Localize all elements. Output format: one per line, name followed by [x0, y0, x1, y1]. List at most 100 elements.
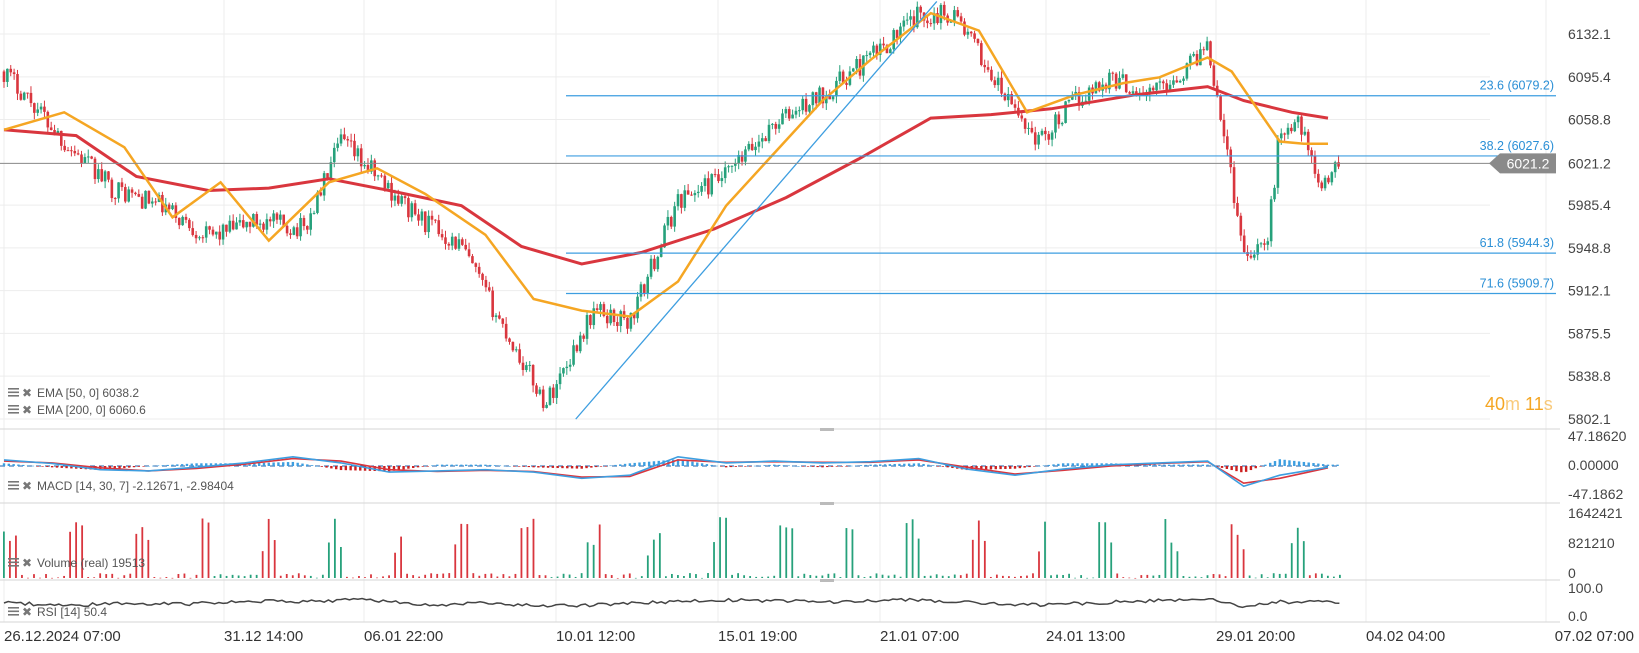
macd-hist-bar [1307, 462, 1310, 466]
price-tag-background [1489, 153, 1556, 174]
candle-body [673, 206, 676, 227]
close-icon[interactable]: ✖ [22, 386, 32, 400]
menu-icon[interactable] [8, 388, 19, 397]
macd-hist-bar [1283, 459, 1286, 466]
volume-bar [526, 527, 529, 578]
volume-bar [141, 527, 144, 578]
macd-hist-bar [262, 462, 266, 466]
candle [103, 169, 107, 189]
volume-bar [93, 577, 96, 578]
volume-bar [1080, 575, 1083, 578]
macd-hist-bar [407, 466, 410, 469]
candle-body [882, 43, 885, 46]
menu-icon[interactable] [8, 405, 19, 414]
candle [1205, 36, 1209, 51]
candle-body [174, 205, 178, 218]
candle-body [1253, 254, 1256, 258]
menu-icon[interactable] [8, 558, 19, 567]
candle [804, 93, 808, 116]
menu-icon[interactable] [8, 481, 19, 490]
candle-body [686, 190, 690, 195]
macd-hist-bar [359, 466, 362, 471]
rsi-line[interactable] [3, 597, 1340, 609]
legend-volume[interactable]: ✖ Volume (real) 19513 [8, 556, 145, 570]
fib-level[interactable]: 38.2 (6027.6) [566, 139, 1556, 157]
close-icon[interactable]: ✖ [22, 605, 32, 619]
legend-ema200[interactable]: ✖ EMA [200, 0] 6060.6 [8, 403, 146, 417]
macd-hist-bar [1244, 466, 1248, 472]
menu-icon[interactable] [8, 607, 19, 616]
candle-body [669, 216, 673, 227]
macd-hist-bar [180, 464, 184, 466]
ema200-line[interactable] [3, 85, 1329, 266]
candle [312, 210, 316, 215]
candle [36, 102, 40, 117]
candle [188, 218, 191, 232]
candle-body [932, 13, 936, 24]
candle-body [302, 217, 306, 227]
candle [1182, 76, 1185, 85]
volume-bar [646, 555, 649, 578]
candle-body [750, 143, 754, 151]
fibonacci-levels[interactable]: 23.6 (6079.2) 38.2 (6027.6) 61.8 (5944.3) 7… [566, 79, 1556, 295]
legend-rsi[interactable]: ✖ RSI [14] 50.4 [8, 605, 107, 619]
candle [1151, 85, 1155, 92]
candle-body [225, 224, 228, 232]
macd-hist-bar [830, 466, 834, 467]
price-axis-label: 6058.8 [1568, 112, 1611, 128]
candle [413, 199, 417, 216]
volume-bar [839, 577, 842, 578]
timer-minutes: 40 [1485, 394, 1505, 414]
candle-body [430, 215, 434, 220]
resize-handle-volume[interactable] [820, 502, 834, 505]
resize-handle-rsi[interactable] [820, 579, 834, 582]
close-icon[interactable]: ✖ [22, 556, 32, 570]
candle [1044, 127, 1047, 141]
volume-bar [21, 574, 23, 578]
volume-bar [1176, 551, 1179, 578]
candle [582, 333, 585, 342]
candle-body [959, 16, 963, 22]
candle-body [1155, 82, 1158, 91]
fib-level[interactable]: 61.8 (5944.3) [566, 236, 1556, 254]
candle-body [1236, 202, 1239, 216]
candle-body [740, 155, 744, 162]
close-icon[interactable]: ✖ [22, 479, 32, 493]
candle [1229, 146, 1233, 174]
resize-handle-macd[interactable] [820, 428, 834, 431]
macd-hist-bar [604, 466, 608, 467]
fib-level[interactable]: 71.6 (5909.7) [566, 277, 1556, 295]
candle [592, 301, 596, 330]
macd-line[interactable] [3, 455, 1329, 488]
candle [872, 41, 875, 58]
current-price-tag: 6021.2 [1489, 153, 1556, 174]
candle [19, 90, 23, 101]
macd-hist-bar [816, 466, 819, 468]
candle-body [241, 220, 245, 228]
macd-hist-bar [296, 462, 299, 466]
legend-ema50[interactable]: ✖ EMA [50, 0] 6038.2 [8, 386, 139, 400]
macd-signal-line[interactable] [3, 457, 1329, 485]
candle [440, 229, 444, 241]
volume-bar [532, 518, 535, 578]
price-axis-label: 5875.5 [1568, 325, 1611, 341]
macd-hist-bar [980, 466, 983, 470]
legend-macd[interactable]: ✖ MACD [14, 30, 7] -2.12671, -2.98404 [8, 479, 234, 493]
candle [477, 262, 481, 278]
candle-body [228, 220, 232, 232]
price-axis-label: 5802.1 [1568, 411, 1611, 427]
candle [639, 281, 643, 302]
close-icon[interactable]: ✖ [22, 403, 32, 417]
ema50-line[interactable] [3, 11, 1328, 318]
volume-bar [971, 539, 974, 578]
candle [794, 106, 798, 119]
candle-body [511, 341, 515, 351]
trend-line[interactable] [575, 1, 938, 420]
macd-hist-bar [879, 464, 882, 466]
macd-hist-bar [344, 466, 348, 471]
candle [713, 168, 717, 178]
candle-body [285, 225, 289, 234]
fib-level[interactable]: 23.6 (6079.2) [566, 79, 1556, 97]
candle-body [831, 96, 835, 100]
